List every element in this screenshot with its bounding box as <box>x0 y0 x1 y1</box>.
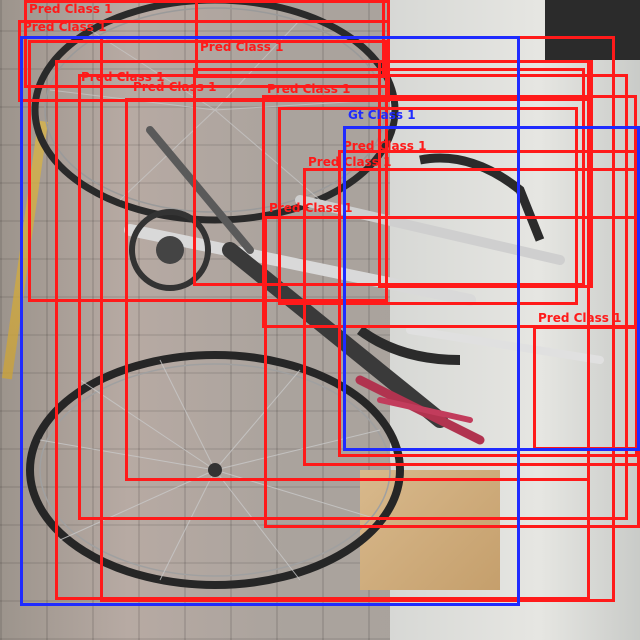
box-label: Pred Class 1 <box>308 155 392 169</box>
box-label: Pred Class 1 <box>29 2 113 16</box>
bike-wheel-bottom <box>26 351 404 589</box>
bike-wheel-top <box>31 0 399 224</box>
bike-frame-tube <box>124 224 476 306</box>
gt-box: Gt Class 1 <box>343 109 640 451</box>
box-label: Pred Class 1 <box>23 20 107 34</box>
box-label: Pred Class 1 <box>267 82 351 96</box>
pred-box <box>378 60 593 288</box>
box-label: Pred Class 1 <box>81 70 165 84</box>
box-label: Pred Class 1 <box>269 201 353 215</box>
pred-box: Pred Class 1 <box>338 140 638 457</box>
pred-box <box>28 40 388 302</box>
cardboard-box <box>360 470 500 590</box>
pred-box: Pred Class 1 <box>78 70 628 520</box>
box-label: Pred Class 1 <box>200 40 284 54</box>
pred-box <box>193 68 585 286</box>
pred-box <box>55 60 590 600</box>
pred-box <box>278 107 578 305</box>
box-label: Pred Class 1 <box>538 311 622 325</box>
box-label: Pred Class 1 <box>343 139 427 153</box>
chainring <box>129 209 211 291</box>
box-label: Gt Class 1 <box>348 108 416 122</box>
shop-frame <box>545 0 640 60</box>
gt-box <box>20 36 520 606</box>
